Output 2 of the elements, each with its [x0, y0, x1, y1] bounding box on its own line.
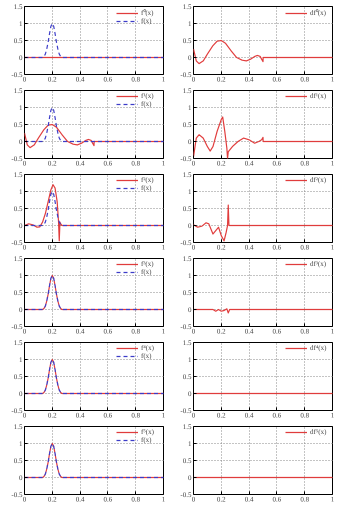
- line-series: [194, 40, 332, 64]
- line-series: [24, 124, 164, 148]
